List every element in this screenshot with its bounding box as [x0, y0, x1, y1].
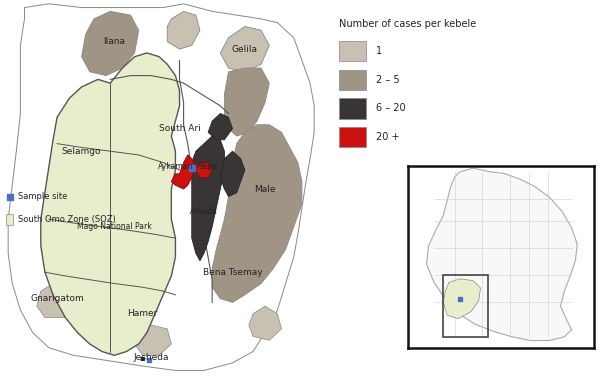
- Text: Mago National Park: Mago National Park: [77, 222, 152, 231]
- Text: South Ari: South Ari: [158, 124, 200, 133]
- Text: Arbuda: Arbuda: [190, 207, 218, 216]
- Polygon shape: [82, 11, 139, 76]
- Polygon shape: [192, 136, 224, 261]
- Text: Sample site: Sample site: [19, 192, 68, 201]
- Bar: [340, 70, 366, 90]
- Text: Selamgo: Selamgo: [62, 147, 101, 156]
- Text: Male: Male: [254, 184, 276, 194]
- Polygon shape: [172, 155, 196, 189]
- Text: 1: 1: [376, 46, 382, 56]
- Text: Bepe: Bepe: [199, 162, 218, 171]
- Bar: [443, 275, 488, 337]
- FancyBboxPatch shape: [6, 214, 13, 225]
- Polygon shape: [208, 113, 233, 140]
- Polygon shape: [249, 306, 281, 340]
- Polygon shape: [212, 125, 302, 302]
- Text: Gnarigatom: Gnarigatom: [30, 294, 84, 303]
- Text: Aykaman: Aykaman: [158, 162, 193, 171]
- Bar: [340, 127, 366, 147]
- Polygon shape: [196, 163, 212, 178]
- Text: Ilana: Ilana: [103, 37, 125, 46]
- Polygon shape: [220, 151, 245, 197]
- Polygon shape: [167, 11, 200, 49]
- Bar: [340, 98, 366, 119]
- Polygon shape: [224, 68, 269, 136]
- Bar: [340, 41, 366, 61]
- Text: 2 – 5: 2 – 5: [376, 75, 400, 85]
- Polygon shape: [37, 284, 73, 318]
- Text: ▪: ▪: [139, 353, 145, 363]
- Polygon shape: [220, 26, 269, 72]
- Text: South Omo Zone (SOZ): South Omo Zone (SOZ): [19, 215, 116, 224]
- Text: 20 +: 20 +: [376, 132, 400, 142]
- Polygon shape: [134, 325, 172, 355]
- Text: Bena Tsemay: Bena Tsemay: [203, 268, 262, 277]
- Polygon shape: [41, 53, 179, 355]
- Text: Jesheda: Jesheda: [133, 353, 169, 363]
- Polygon shape: [427, 168, 577, 341]
- Text: Gelila: Gelila: [232, 45, 258, 54]
- Polygon shape: [443, 279, 481, 319]
- Text: Number of cases per kebele: Number of cases per kebele: [340, 19, 476, 29]
- Text: Hamer: Hamer: [128, 309, 158, 318]
- Text: 6 – 20: 6 – 20: [376, 104, 406, 113]
